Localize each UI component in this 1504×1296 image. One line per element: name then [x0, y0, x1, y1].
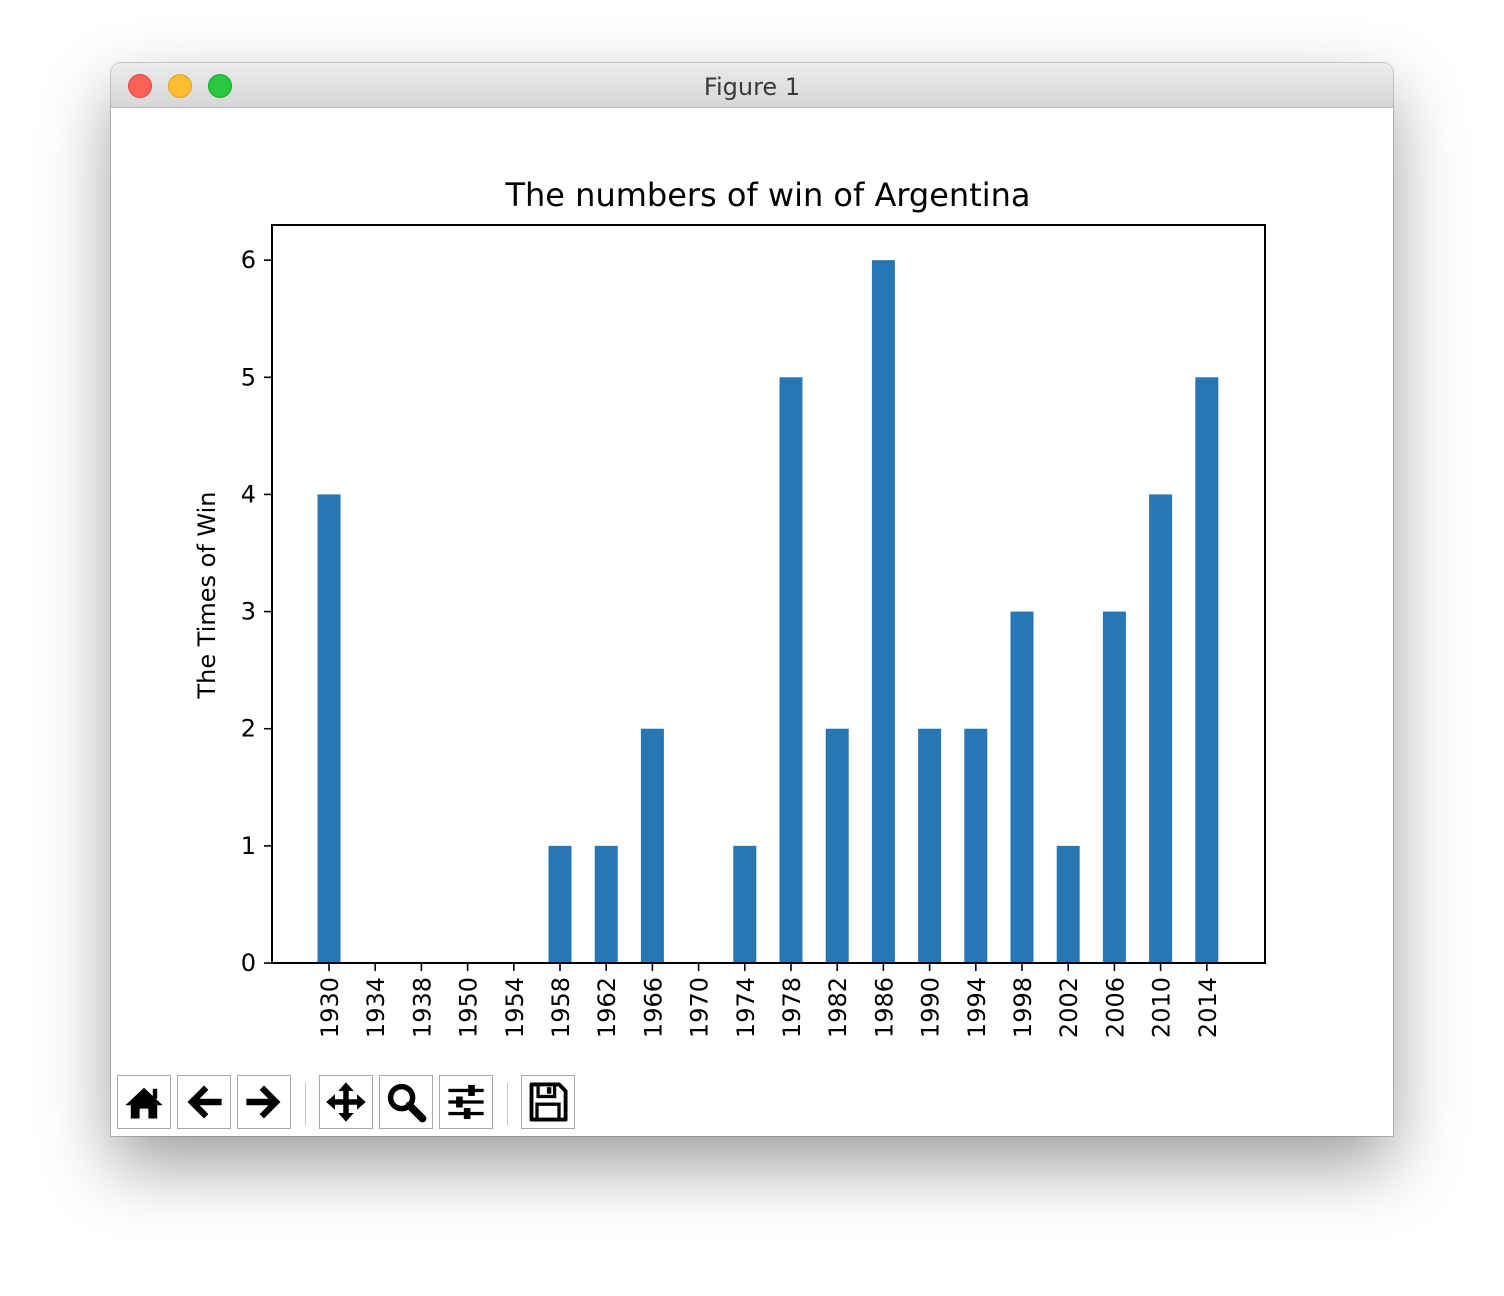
y-tick-label: 4	[241, 480, 256, 508]
x-tick-label: 2014	[1194, 977, 1222, 1038]
x-tick-label: 1934	[362, 977, 390, 1038]
y-tick-label: 3	[241, 598, 256, 626]
x-tick-label: 1938	[408, 977, 436, 1038]
y-tick-label: 0	[241, 949, 256, 977]
bar-2006	[1102, 611, 1126, 963]
bar-1974	[733, 845, 757, 963]
close-window-button[interactable]	[128, 74, 152, 98]
arrow-left-icon	[187, 1085, 222, 1119]
x-tick-label: 1974	[732, 977, 760, 1038]
title-bar[interactable]: Figure 1	[111, 63, 1393, 108]
bar-1982	[825, 728, 849, 963]
home-button[interactable]	[117, 1075, 171, 1129]
x-tick-label: 1950	[455, 977, 483, 1038]
plot-frame	[271, 224, 1266, 964]
x-tick-label: 2010	[1148, 977, 1176, 1038]
move-icon	[326, 1082, 366, 1122]
save-button[interactable]	[521, 1075, 575, 1129]
window-title: Figure 1	[703, 73, 801, 101]
home-icon	[125, 1087, 163, 1119]
bar-1990	[918, 728, 942, 963]
x-tick-label: 1978	[778, 977, 806, 1038]
bar-1986	[871, 260, 895, 964]
y-tick-label: 1	[241, 832, 256, 860]
x-tick-label: 1998	[1009, 977, 1037, 1038]
figure-window: Figure 1 The numbers of win of Argentina…	[111, 63, 1393, 1136]
navigation-toolbar	[117, 1075, 717, 1131]
arrow-right-icon	[246, 1085, 281, 1119]
x-tick-label: 2002	[1055, 977, 1083, 1038]
x-tick-label: 1966	[639, 977, 667, 1038]
bar-2014	[1195, 377, 1219, 963]
forward-button[interactable]	[237, 1075, 291, 1129]
x-tick-label: 1982	[824, 977, 852, 1038]
zoom-window-button[interactable]	[208, 74, 232, 98]
x-tick-label: 1954	[501, 977, 529, 1038]
bar-1930	[317, 494, 341, 963]
sliders-icon	[448, 1084, 484, 1120]
pan-button[interactable]	[319, 1075, 373, 1129]
x-axis: 1930 1934 1938 1950 1954 1958 1962 1966 1970 1974…	[316, 963, 1222, 1038]
bar-1994	[964, 728, 988, 963]
x-tick-label: 1970	[686, 977, 714, 1038]
y-tick-label: 6	[241, 246, 256, 274]
y-axis: 0 1 2 3 4 5 6	[241, 246, 272, 977]
bar-1978	[779, 377, 803, 963]
x-tick-label: 2006	[1101, 977, 1129, 1038]
toolbar-separator	[305, 1083, 306, 1125]
bar-2002	[1056, 845, 1080, 963]
bar-1998	[1010, 611, 1034, 963]
y-tick-label: 2	[241, 715, 256, 743]
bar-1958	[548, 845, 572, 963]
x-tick-label: 1986	[870, 977, 898, 1038]
bar-chart: The numbers of win of Argentina The Time…	[193, 176, 1266, 1038]
bar-2010	[1149, 494, 1173, 963]
x-tick-label: 1994	[963, 977, 991, 1038]
x-tick-label: 1930	[316, 977, 344, 1038]
y-tick-label: 5	[241, 363, 256, 391]
x-tick-label: 1962	[593, 977, 621, 1038]
back-button[interactable]	[177, 1075, 231, 1129]
x-tick-label: 1990	[917, 977, 945, 1038]
magnifier-icon	[387, 1083, 427, 1123]
configure-subplots-button[interactable]	[439, 1075, 493, 1129]
chart-title: The numbers of win of Argentina	[504, 176, 1030, 214]
floppy-disk-icon	[529, 1082, 568, 1122]
zoom-button[interactable]	[379, 1075, 433, 1129]
bar-1962	[594, 845, 618, 963]
x-tick-label: 1958	[547, 977, 575, 1038]
minimize-window-button[interactable]	[168, 74, 192, 98]
toolbar-separator	[507, 1083, 508, 1125]
bar-1966	[640, 728, 664, 963]
y-axis-label: The Times of Win	[193, 492, 221, 700]
bars-group	[317, 260, 1219, 964]
